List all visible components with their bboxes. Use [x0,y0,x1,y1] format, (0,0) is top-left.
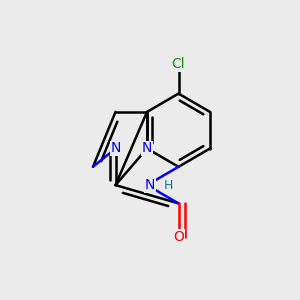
Text: N: N [145,178,155,192]
Text: N: N [142,142,152,155]
Text: O: O [173,230,184,244]
Text: H: H [164,178,173,192]
Text: N: N [110,142,121,155]
Text: Cl: Cl [172,58,185,71]
